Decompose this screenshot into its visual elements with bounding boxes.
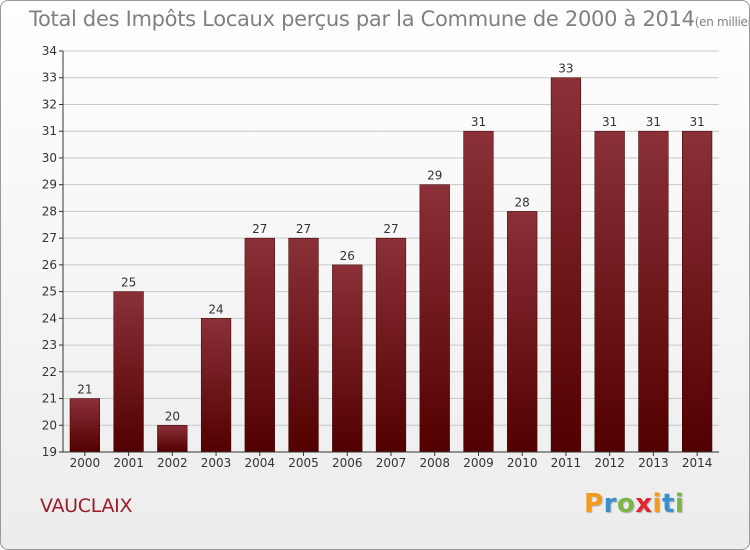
- axes: [59, 50, 719, 456]
- logo-letter: r: [603, 489, 617, 519]
- y-tick-label: 22: [42, 365, 57, 379]
- value-label-2003: 24: [208, 302, 223, 316]
- commune-name: VAUCLAIX: [40, 495, 133, 517]
- x-tick-label-2000: 2000: [70, 456, 101, 470]
- y-tick-label: 21: [42, 392, 57, 406]
- bar-2005: [288, 237, 319, 453]
- x-tick-label-2005: 2005: [288, 456, 319, 470]
- bar-2009: [463, 130, 494, 453]
- chart-title-text: Total des Impôts Locaux perçus par la Co…: [29, 7, 695, 31]
- logo-letter: i: [674, 489, 685, 519]
- y-tick-label: 23: [42, 338, 57, 352]
- x-tick-label-2013: 2013: [638, 456, 669, 470]
- y-tick-label: 26: [42, 258, 57, 272]
- value-label-2002: 20: [165, 409, 180, 423]
- y-tick-label: 34: [42, 44, 57, 58]
- logo-letter: P: [584, 489, 604, 519]
- bar-2010: [507, 211, 538, 453]
- x-tick-label-2004: 2004: [245, 456, 276, 470]
- logo-letter: o: [616, 489, 636, 519]
- logo-letter: i: [652, 489, 662, 519]
- value-label-2000: 21: [77, 383, 92, 397]
- y-tick-label: 28: [42, 204, 57, 218]
- bar-2011: [550, 77, 582, 453]
- y-tick-label: 27: [42, 231, 57, 245]
- value-label-2007: 27: [383, 222, 398, 236]
- x-tick-label-2001: 2001: [113, 456, 144, 470]
- logo-letter: x: [635, 489, 653, 519]
- x-tick-label-2002: 2002: [157, 456, 188, 470]
- bars: [69, 77, 713, 453]
- x-tick-label-2012: 2012: [594, 456, 625, 470]
- bar-2012: [594, 130, 625, 453]
- y-tick-label: 30: [42, 151, 57, 165]
- x-tick-label-2014: 2014: [682, 456, 713, 470]
- x-tick-label-2008: 2008: [419, 456, 450, 470]
- logo-letter: t: [661, 489, 675, 519]
- chart-title: Total des Impôts Locaux perçus par la Co…: [29, 7, 749, 31]
- x-tick-label-2006: 2006: [332, 456, 363, 470]
- value-label-2006: 26: [340, 249, 355, 263]
- chart-title-unit: (en milliers d'€): [694, 15, 749, 29]
- y-tick-label: 31: [42, 124, 57, 138]
- value-label-2014: 31: [689, 115, 704, 129]
- y-tick-label: 24: [42, 311, 57, 325]
- bar-2014: [682, 130, 713, 453]
- y-tick-label: 25: [42, 285, 57, 299]
- value-label-2013: 31: [646, 115, 661, 129]
- value-label-2011: 33: [558, 62, 573, 76]
- bar-2004: [244, 237, 275, 453]
- value-label-2009: 31: [471, 115, 486, 129]
- bar-2006: [332, 264, 363, 453]
- bar-2000: [69, 398, 100, 453]
- proxiti-logo: Proxiti: [584, 489, 684, 519]
- value-label-2004: 27: [252, 222, 267, 236]
- y-tick-label: 32: [42, 97, 57, 111]
- x-tick-label-2007: 2007: [376, 456, 407, 470]
- bar-2013: [638, 130, 669, 453]
- bar-2002: [157, 425, 188, 453]
- bar-2007: [375, 237, 407, 453]
- x-tick-label-2009: 2009: [463, 456, 494, 470]
- x-tick-label-2003: 2003: [201, 456, 232, 470]
- bar-2003: [200, 318, 232, 453]
- labels: 19 20 21 22 23 24 25 26 27 28 29 30 31 32 33 34 21 2000 25…: [42, 44, 713, 470]
- value-label-2001: 25: [121, 276, 136, 290]
- x-tick-label-2010: 2010: [507, 456, 538, 470]
- y-tick-label: 20: [42, 418, 57, 432]
- y-tick-label: 29: [42, 178, 57, 192]
- x-tick-label-2011: 2011: [551, 456, 582, 470]
- value-label-2010: 28: [515, 195, 530, 209]
- bar-2001: [113, 291, 144, 453]
- value-label-2008: 29: [427, 169, 442, 183]
- value-label-2012: 31: [602, 115, 617, 129]
- value-label-2005: 27: [296, 222, 311, 236]
- y-tick-label: 19: [42, 445, 57, 459]
- y-tick-label: 33: [42, 71, 57, 85]
- bar-2008: [419, 184, 450, 453]
